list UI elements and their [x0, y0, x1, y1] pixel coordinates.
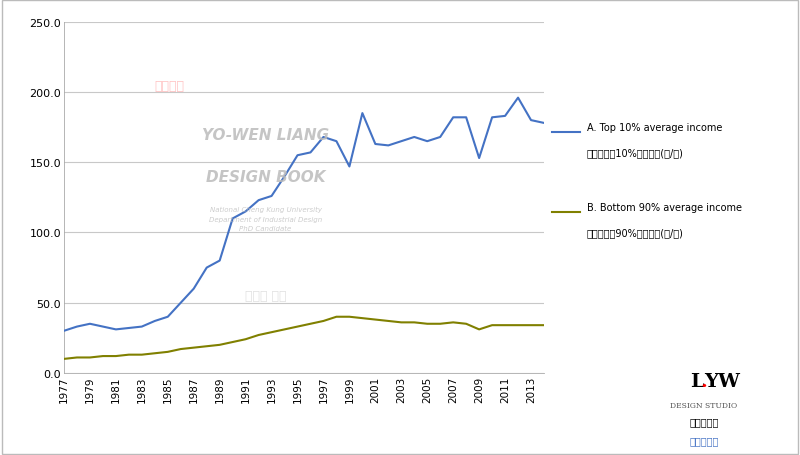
Text: 梁又文老師: 梁又文老師: [690, 416, 718, 426]
Text: 梁又文 老師: 梁又文 老師: [245, 289, 286, 303]
Text: YW: YW: [704, 373, 740, 390]
Text: YO-WEN LIANG: YO-WEN LIANG: [202, 127, 329, 142]
Text: 授課名人: 授課名人: [154, 79, 185, 92]
Point: [575, 210, 585, 215]
Text: National Cheng Kung University
Department of Industrial Design
PhD Candidate: National Cheng Kung University Departmen…: [209, 207, 322, 231]
Text: .: .: [701, 373, 707, 390]
Text: DESIGN BOOK: DESIGN BOOK: [206, 169, 326, 184]
Point: [547, 130, 557, 135]
Text: 全體國民後90%平均收入(萬/年): 全體國民後90%平均收入(萬/年): [586, 228, 684, 238]
Point: [575, 130, 585, 135]
Text: B. Bottom 90% average income: B. Bottom 90% average income: [586, 202, 742, 212]
Point: [547, 210, 557, 215]
Text: 全體國民前10%平均收入(萬/年): 全體國民前10%平均收入(萬/年): [586, 147, 684, 157]
Text: DESIGN STUDIO: DESIGN STUDIO: [670, 401, 738, 410]
Text: A. Top 10% average income: A. Top 10% average income: [586, 122, 722, 132]
Text: L: L: [690, 373, 704, 390]
Text: 設計教學網: 設計教學網: [690, 436, 718, 446]
